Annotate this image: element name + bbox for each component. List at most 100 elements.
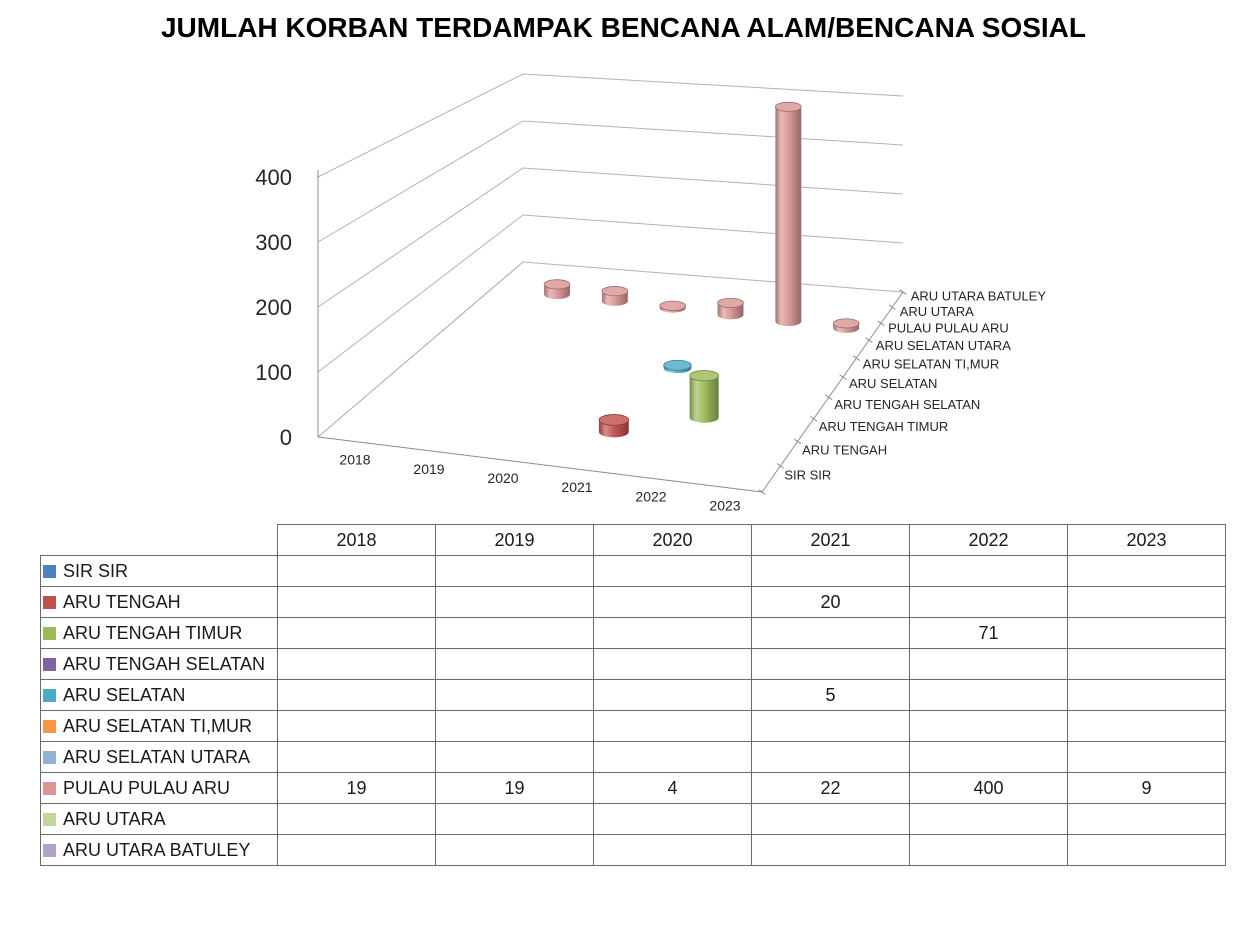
value-cell [435, 710, 594, 742]
value-cell [435, 741, 594, 773]
value-cell: 400 [909, 772, 1068, 804]
table-body: SIR SIR ARU TENGAH 20 ARU TENGAH TIMUR 71 ARU… [40, 555, 1226, 866]
series-axis-tick [825, 394, 833, 400]
value-cell: 5 [751, 679, 910, 711]
value-cell: 9 [1067, 772, 1226, 804]
series-axis-tick [865, 337, 873, 343]
legend-swatch [43, 657, 56, 671]
value-cell [909, 555, 1068, 587]
value-cell [277, 679, 436, 711]
series-axis-tick [852, 355, 860, 361]
value-cell [593, 555, 752, 587]
cylinder-pulau-pulau-aru-2023 [832, 318, 860, 333]
value-cell [593, 834, 752, 866]
series-name: ARU UTARA BATULEY [63, 839, 251, 860]
series-label-cell: ARU SELATAN UTARA [40, 741, 278, 773]
value-cell [593, 803, 752, 835]
cylinder-aru-tengah-2021 [598, 414, 630, 438]
value-axis-label: 0 [280, 425, 292, 450]
value-cell [1067, 834, 1226, 866]
series-axis-tick [793, 438, 802, 445]
value-cell: 19 [435, 772, 594, 804]
legend-swatch [43, 626, 56, 640]
value-cell [751, 741, 910, 773]
value-gridline [317, 73, 904, 178]
value-cell [1067, 648, 1226, 680]
series-name: ARU SELATAN TI,MUR [63, 715, 253, 736]
value-cell [277, 648, 436, 680]
legend-swatch [43, 564, 56, 578]
value-cell [277, 586, 436, 618]
value-cell: 19 [277, 772, 436, 804]
value-cell [751, 710, 910, 742]
series-label-cell: PULAU PULAU ARU [40, 772, 278, 804]
value-cell [435, 803, 594, 835]
value-cell [277, 555, 436, 587]
table-row: PULAU PULAU ARU 19 19 4 22 400 9 [40, 772, 1226, 804]
series-name: ARU TENGAH SELATAN [63, 653, 266, 674]
series-axis-label: PULAU PULAU ARU [888, 321, 1009, 336]
value-cell [277, 803, 436, 835]
value-gridline [317, 167, 904, 308]
value-cell [751, 555, 910, 587]
value-cell: 71 [909, 617, 1068, 649]
value-cell [1067, 555, 1226, 587]
cylinder-aru-selatan-2021 [663, 359, 692, 374]
cylinder-pulau-pulau-aru-2020 [659, 300, 687, 313]
year-header-cell: 2018 [277, 524, 436, 556]
series-axis-label: ARU SELATAN UTARA [876, 338, 1011, 353]
value-cell [909, 741, 1068, 773]
chart-title: JUMLAH KORBAN TERDAMPAK BENCANA ALAM/BEN… [160, 12, 1086, 43]
value-cell [751, 648, 910, 680]
cylinder-body [775, 106, 802, 327]
series-label-cell: ARU SELATAN TI,MUR [40, 710, 278, 742]
value-cell [435, 679, 594, 711]
value-cell [909, 586, 1068, 618]
series-axis-tick [877, 320, 885, 326]
value-cell [435, 617, 594, 649]
table-row: ARU TENGAH SELATAN [40, 648, 1226, 680]
series-axis-label: ARU TENGAH [802, 443, 887, 458]
series-name: ARU SELATAN [63, 684, 186, 705]
legend-swatch [43, 750, 56, 764]
value-cell [909, 648, 1068, 680]
legend-swatch [43, 843, 56, 857]
cylinder-top [775, 101, 802, 112]
cylinder-top [601, 286, 629, 297]
year-header-cell: 2023 [1067, 524, 1226, 556]
table-row: ARU SELATAN 5 [40, 679, 1226, 711]
series-label-cell: ARU UTARA BATULEY [40, 834, 278, 866]
value-cell: 4 [593, 772, 752, 804]
value-axis-label: 400 [255, 165, 292, 190]
legend-swatch [43, 688, 56, 702]
category-axis-edge [317, 436, 763, 493]
cylinder-top [543, 279, 571, 290]
series-axis-tick [888, 304, 896, 310]
value-cell [277, 741, 436, 773]
series-axis-tick [899, 289, 907, 295]
3d-cylinder-chart: 0 100 200 300 400 2018 2019 2020 2021 2022 2023 SIR… [255, 73, 1047, 513]
value-cell [1067, 586, 1226, 618]
table-row: SIR SIR [40, 555, 1226, 587]
series-axis-label: ARU SELATAN [849, 376, 937, 391]
cylinder-top [598, 414, 630, 426]
table-header-row: 2018 2019 2020 2021 2022 2023 [41, 524, 1226, 556]
year-header-cell: 2020 [593, 524, 752, 556]
cylinder-top [663, 359, 692, 371]
year-header-cell: 2022 [909, 524, 1068, 556]
table-corner-cell [41, 525, 278, 556]
series-axis-line [761, 291, 904, 493]
series-label-cell: ARU TENGAH TIMUR [40, 617, 278, 649]
cylinder-top [832, 318, 860, 329]
series-name: ARU TENGAH [63, 591, 181, 612]
chart-data-table: 2018 2019 2020 2021 2022 2023 SIR SIR ARU TENG… [40, 524, 1226, 866]
legend-swatch [43, 812, 56, 826]
legend-swatch [43, 719, 56, 733]
series-label-cell: SIR SIR [40, 555, 278, 587]
table-row: ARU SELATAN TI,MUR [40, 710, 1226, 742]
table-row: ARU UTARA BATULEY [40, 834, 1226, 866]
value-cell [751, 803, 910, 835]
series-axis-label: ARU UTARA BATULEY [911, 289, 1047, 304]
legend-swatch [43, 595, 56, 609]
cylinder-pulau-pulau-aru-2022 [775, 101, 802, 327]
